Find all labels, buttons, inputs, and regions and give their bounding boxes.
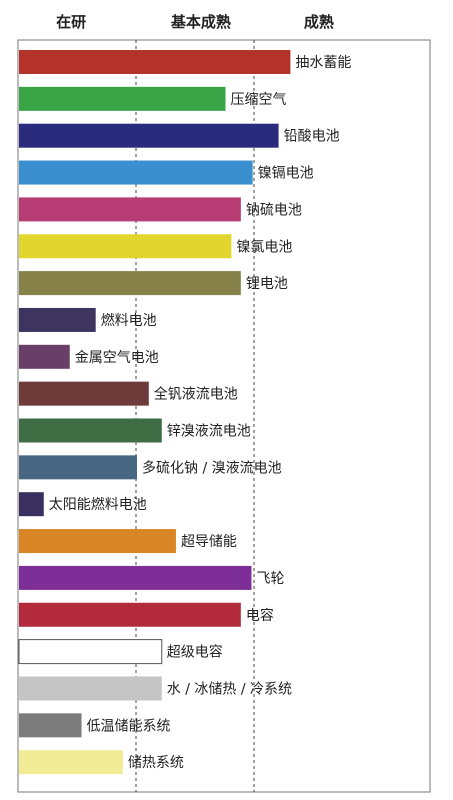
category-label-6: 镍氯电池: [236, 239, 292, 255]
bar-7: [19, 271, 241, 296]
category-label-9: 金属空气电池: [75, 350, 159, 366]
bar-8: [19, 307, 96, 332]
category-label-4: 镍镉电池: [258, 166, 314, 182]
bar-3: [19, 123, 279, 148]
category-label-10: 全钒液流电池: [154, 386, 238, 403]
category-label-20: 储热系统: [128, 755, 184, 771]
bar-14: [19, 529, 176, 554]
category-label-3: 铅酸电池: [284, 129, 340, 145]
bar-13: [19, 492, 44, 517]
category-label-7: 锂电池: [246, 276, 288, 292]
bar-17: [18, 639, 163, 665]
stage-header-3: 成熟: [304, 13, 334, 31]
plot-frame: [17, 39, 431, 793]
bar-1: [19, 50, 291, 74]
category-label-12: 多硫化钠 / 溴液流电池: [142, 459, 282, 476]
bar-18: [19, 676, 162, 701]
bar-16: [19, 602, 241, 627]
category-label-16: 电容: [246, 607, 274, 624]
category-label-1: 抽水蓄能: [295, 55, 351, 71]
category-label-19: 低温储能系统: [87, 718, 171, 734]
stage-header-2: 基本成熟: [170, 13, 231, 31]
bar-12: [19, 455, 137, 480]
category-label-13: 太阳能燃料电池: [49, 496, 147, 513]
bar-9: [19, 344, 70, 369]
bar-20: [19, 750, 123, 775]
category-label-15: 飞轮: [256, 571, 284, 587]
bar-4: [19, 160, 253, 185]
bar-2: [19, 86, 226, 111]
category-label-17: 超级电容: [167, 644, 223, 661]
bar-10: [19, 381, 149, 406]
category-label-2: 压缩空气: [231, 92, 287, 108]
category-label-18: 水 / 冰储热 / 冷系统: [167, 681, 292, 697]
bar-15: [19, 565, 252, 590]
bar-19: [19, 713, 82, 738]
bar-5: [19, 197, 241, 222]
bar-11: [19, 418, 162, 443]
category-label-11: 锌溴液流电池: [167, 424, 251, 440]
category-label-8: 燃料电池: [101, 312, 157, 329]
bar-6: [19, 234, 232, 259]
stage-header-1: 在研: [56, 13, 86, 31]
category-label-14: 超导储能: [181, 534, 237, 550]
category-label-5: 钠硫电池: [246, 202, 302, 218]
